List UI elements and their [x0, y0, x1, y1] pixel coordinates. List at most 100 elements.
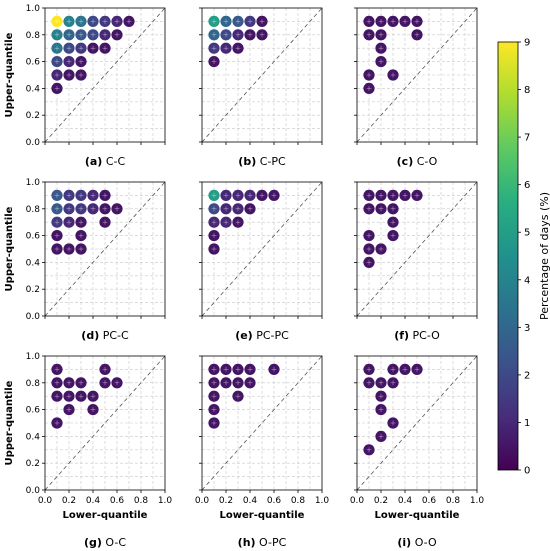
panel-caption-name: PC-O: [409, 329, 440, 342]
x-ticks: [356, 316, 478, 319]
panel-caption-letter: (i): [397, 536, 411, 549]
colorbar-tick-label: 2: [524, 370, 530, 381]
x-tick-label: 0.2: [62, 496, 76, 506]
y-axis-label: Upper-quantile: [4, 380, 15, 465]
y-tick-label: 0.8: [26, 379, 41, 389]
y-ticks: 0.0 0.2 0.4 0.6 0.8 1.0: [26, 352, 45, 496]
points: [51, 363, 123, 429]
y-ticks: [354, 355, 357, 491]
diagonal-line: [44, 7, 166, 143]
axes-frame: [356, 355, 478, 491]
points: [363, 189, 423, 268]
y-tick-label: 0.4: [26, 84, 41, 94]
y-axis-label: Upper-quantile: [4, 206, 15, 291]
panel-caption: (b) C-PC: [238, 155, 286, 168]
points: [51, 15, 135, 94]
axes-frame: [356, 7, 478, 143]
axes-frame: [44, 7, 166, 143]
y-tick-label: 0.0: [26, 486, 41, 496]
panel-caption: (g) O-C: [84, 536, 126, 549]
panel-caption: (f) PC-O: [394, 329, 440, 342]
panel-c-o: (c) C-O: [354, 7, 478, 168]
x-tick-label: 0.6: [422, 496, 437, 506]
x-tick-label: 0.0: [195, 496, 210, 506]
diagonal-line: [44, 355, 166, 491]
panel-caption-name: C-O: [413, 155, 437, 168]
y-ticks: [354, 181, 357, 317]
diagonal-line: [201, 355, 323, 491]
y-tick-label: 0.6: [26, 406, 41, 416]
diagonal-line: [356, 355, 478, 491]
panel-caption-letter: (g): [84, 536, 102, 549]
panel-caption: (h) O-PC: [238, 536, 287, 549]
panel-caption-letter: (c): [397, 155, 414, 168]
panel-grid: 0.0 0.2 0.4 0.6 0.8 1.0 Upper-quantile (a) C-C (…: [4, 4, 484, 549]
y-tick-label: 0.6: [26, 58, 41, 68]
panel-o-c: 0.0 0.2 0.4 0.6 0.8 1.0 0.0 0.2 0.4 0.6 0.8 1.0 Uppe…: [4, 352, 172, 549]
x-tick-label: 0.0: [350, 496, 365, 506]
grid-lines: [45, 356, 165, 490]
panel-caption-letter: (d): [81, 329, 99, 342]
y-tick-label: 0.8: [26, 31, 41, 41]
colorbar-tick-label: 4: [524, 275, 530, 286]
x-axis-label: Lower-quantile: [220, 510, 305, 521]
panel-caption: (d) PC-C: [81, 329, 129, 342]
grid-lines: [357, 182, 477, 316]
y-ticks: [354, 7, 357, 143]
x-ticks: [356, 142, 478, 145]
x-tick-label: 0.2: [374, 496, 388, 506]
y-ticks: [199, 7, 202, 143]
x-tick-label: 0.8: [291, 496, 306, 506]
x-tick-label: 1.0: [315, 496, 330, 506]
x-tick-label: 0.8: [446, 496, 461, 506]
panel-caption: (a) C-C: [85, 155, 126, 168]
y-ticks: [199, 355, 202, 491]
points: [208, 189, 280, 255]
panel-caption-name: C-C: [102, 155, 125, 168]
diagonal-line: [356, 7, 478, 143]
axes-frame: [201, 181, 323, 317]
diagonal-line: [201, 181, 323, 317]
colorbar-ticks: 0 1 2 3 4 5 6 7 8 9: [518, 38, 530, 477]
colorbar-gradient: [497, 41, 519, 471]
y-tick-label: 1.0: [26, 4, 41, 14]
x-ticks: [201, 316, 323, 319]
y-tick-label: 0.0: [26, 138, 41, 148]
panel-caption: (c) C-O: [397, 155, 438, 168]
y-tick-label: 1.0: [26, 352, 41, 362]
panel-caption-name: O-PC: [256, 536, 287, 549]
axes-frame: [356, 181, 478, 317]
x-tick-label: 0.6: [110, 496, 125, 506]
colorbar-tick-label: 6: [524, 180, 530, 191]
colorbar: 0 1 2 3 4 5 6 7 8 9 Percentage of days (%): [497, 38, 550, 477]
panel-c-c: 0.0 0.2 0.4 0.6 0.8 1.0 Upper-quantile (a) C-C: [4, 4, 166, 168]
x-ticks: 0.0 0.2 0.4 0.6 0.8 1.0: [350, 490, 485, 506]
x-tick-label: 0.4: [398, 496, 413, 506]
x-tick-label: 0.6: [267, 496, 282, 506]
x-tick-label: 0.0: [38, 496, 53, 506]
axes-frame: [44, 355, 166, 491]
x-ticks: 0.0 0.2 0.4 0.6 0.8 1.0: [195, 490, 330, 506]
x-ticks: [44, 316, 166, 319]
y-tick-label: 0.6: [26, 232, 41, 242]
grid-lines: [202, 182, 322, 316]
x-tick-label: 1.0: [470, 496, 485, 506]
panel-caption-letter: (b): [238, 155, 256, 168]
colorbar-label: Percentage of days (%): [538, 192, 550, 320]
panel-caption-name: O-C: [102, 536, 126, 549]
panel-o-pc: 0.0 0.2 0.4 0.6 0.8 1.0 Lower-quantile (h) O-PC: [195, 355, 330, 549]
panel-pc-pc: (e) PC-PC: [199, 181, 323, 342]
y-ticks: 0.0 0.2 0.4 0.6 0.8 1.0: [26, 4, 45, 148]
axes-frame: [44, 181, 166, 317]
y-ticks: [199, 181, 202, 317]
points: [208, 15, 268, 68]
x-axis-label: Lower-quantile: [375, 510, 460, 521]
y-ticks: 0.0 0.2 0.4 0.6 0.8 1.0: [26, 178, 45, 322]
grid-lines: [202, 356, 322, 490]
grid-lines: [45, 182, 165, 316]
diagonal-line: [44, 181, 166, 317]
y-tick-label: 0.2: [26, 111, 40, 121]
points: [363, 363, 423, 456]
panel-caption: (e) PC-PC: [235, 329, 289, 342]
